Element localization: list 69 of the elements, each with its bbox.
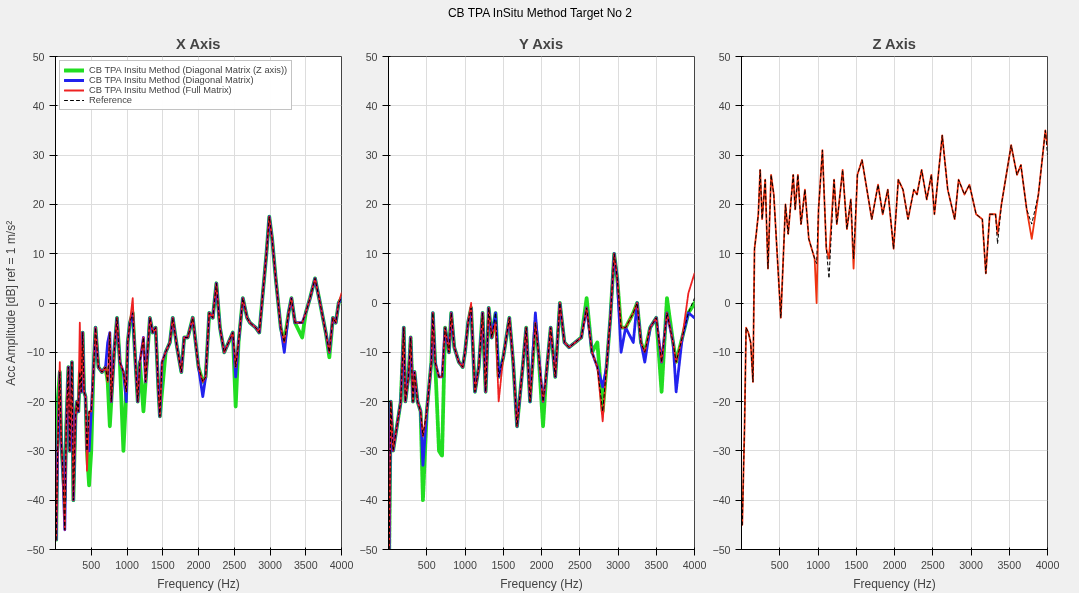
x-tick-label: 3500 <box>997 558 1022 571</box>
x-tick-label: 1000 <box>453 558 477 571</box>
x-tick-label: 2000 <box>882 558 907 571</box>
legend-label: CB TPA Insitu Method (Full Matrix) <box>89 85 232 95</box>
y-tick-label: 40 <box>365 99 378 112</box>
y-tick-label: −20 <box>26 395 45 408</box>
legend-label: Reference <box>89 95 133 105</box>
legend-label: CB TPA Insitu Method (Diagonal Matrix (Z axis)) <box>89 65 288 75</box>
x-tick-label: 500 <box>417 558 436 571</box>
y-tick-label: 30 <box>32 149 45 162</box>
y-tick-label: 20 <box>718 198 731 211</box>
y-tick-label: 50 <box>718 50 731 63</box>
x-axis-title: Frequency (Hz) <box>157 576 240 591</box>
x-axis-title: Frequency (Hz) <box>500 576 583 591</box>
x-tick-label: 4000 <box>329 558 354 571</box>
x-tick-label: 500 <box>770 558 789 571</box>
y-tick-label: −10 <box>712 346 731 359</box>
y-tick-label: 20 <box>365 198 378 211</box>
x-tick-label: 1000 <box>115 558 139 571</box>
x-tick-label: 2000 <box>529 558 554 571</box>
y-tick-label: −20 <box>359 395 378 408</box>
legend-label: CB TPA Insitu Method (Diagonal Matrix) <box>89 75 254 85</box>
y-axis-title: Acc Amplitude [dB] ref = 1 m/s² <box>4 220 19 386</box>
x-tick-label: 3500 <box>644 558 669 571</box>
y-tick-label: 40 <box>718 99 731 112</box>
y-tick-label: −40 <box>712 494 731 507</box>
y-tick-label: 20 <box>32 198 45 211</box>
x-axis-title: Frequency (Hz) <box>853 576 936 591</box>
y-tick-label: 30 <box>365 149 378 162</box>
y-tick-label: 0 <box>38 297 45 309</box>
y-tick-label: −20 <box>712 395 731 408</box>
y-tick-label: −10 <box>26 346 45 359</box>
y-tick-label: 0 <box>371 297 378 309</box>
y-tick-label: −50 <box>712 543 731 556</box>
text: CB TPA InSitu Method Target No 2 <box>447 5 633 22</box>
y-tick-label: 50 <box>365 50 378 63</box>
x-tick-label: 2500 <box>567 558 592 571</box>
y-tick-label: −30 <box>26 444 45 457</box>
y-tick-label: −30 <box>712 444 731 457</box>
x-tick-label: 1500 <box>844 558 869 571</box>
x-tick-label: 3500 <box>293 558 318 571</box>
y-tick-label: 40 <box>32 99 45 112</box>
x-tick-label: 3000 <box>258 558 282 571</box>
x-tick-label: 3000 <box>959 558 983 571</box>
x-tick-label: 4000 <box>682 558 707 571</box>
y-tick-label: 0 <box>724 297 731 309</box>
y-tick-label: −40 <box>26 494 45 507</box>
y-tick-label: −10 <box>359 346 378 359</box>
chart-title: Y Axis <box>519 35 564 52</box>
chart-title: Z Axis <box>872 35 916 52</box>
x-tick-label: 2000 <box>186 558 211 571</box>
x-tick-label: 500 <box>82 558 101 571</box>
x-tick-label: 1500 <box>150 558 175 571</box>
x-tick-label: 2500 <box>920 558 945 571</box>
x-tick-label: 3000 <box>606 558 630 571</box>
y-tick-label: 50 <box>32 50 45 63</box>
chart-title: X Axis <box>176 35 221 52</box>
x-tick-label: 4000 <box>1035 558 1060 571</box>
y-tick-label: 10 <box>32 247 45 260</box>
y-tick-label: 30 <box>718 149 731 162</box>
x-tick-label: 1000 <box>806 558 830 571</box>
x-tick-label: 1500 <box>491 558 516 571</box>
y-tick-label: −30 <box>359 444 378 457</box>
y-tick-label: 10 <box>718 247 731 260</box>
y-tick-label: −50 <box>359 543 378 556</box>
y-tick-label: −40 <box>359 494 378 507</box>
y-tick-label: −50 <box>26 543 45 556</box>
x-tick-label: 2500 <box>222 558 247 571</box>
y-tick-label: 10 <box>365 247 378 260</box>
